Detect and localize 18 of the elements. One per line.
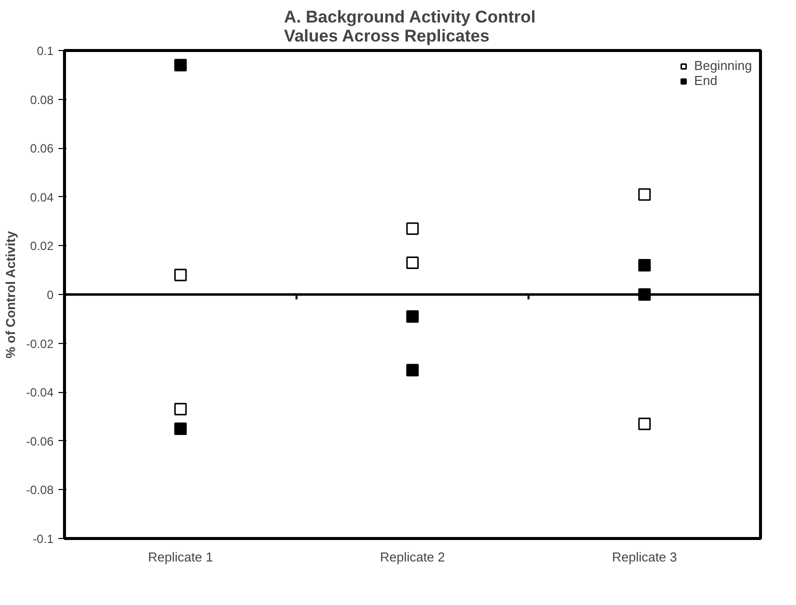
x-tick-label: Replicate 1 [148,550,214,564]
y-tick-label: -0.02 [26,336,54,351]
y-tick-label: 0.02 [30,239,54,254]
y-tick-label: -0.08 [26,483,54,498]
chart-title: A. Background Activity Control Values Across Replicates [284,8,536,46]
y-tick-label: 0.06 [30,142,54,156]
y-axis-title: % of Control Activity [3,230,18,358]
y-tick-label: 0.04 [30,190,54,204]
y-tick-label: 0.1 [36,44,54,58]
y-tick-label: -0.04 [26,386,54,400]
y-tick-label: 0.08 [30,92,54,107]
y-tick-label: 0 [46,288,54,302]
x-tick-label: Replicate 3 [612,550,678,564]
x-tick-label: Replicate 2 [380,550,446,564]
legend-label: Beginning [694,58,752,73]
y-tick-label: -0.06 [26,434,54,448]
y-tick-label: -0.1 [32,532,54,546]
legend-label: End [694,73,718,88]
